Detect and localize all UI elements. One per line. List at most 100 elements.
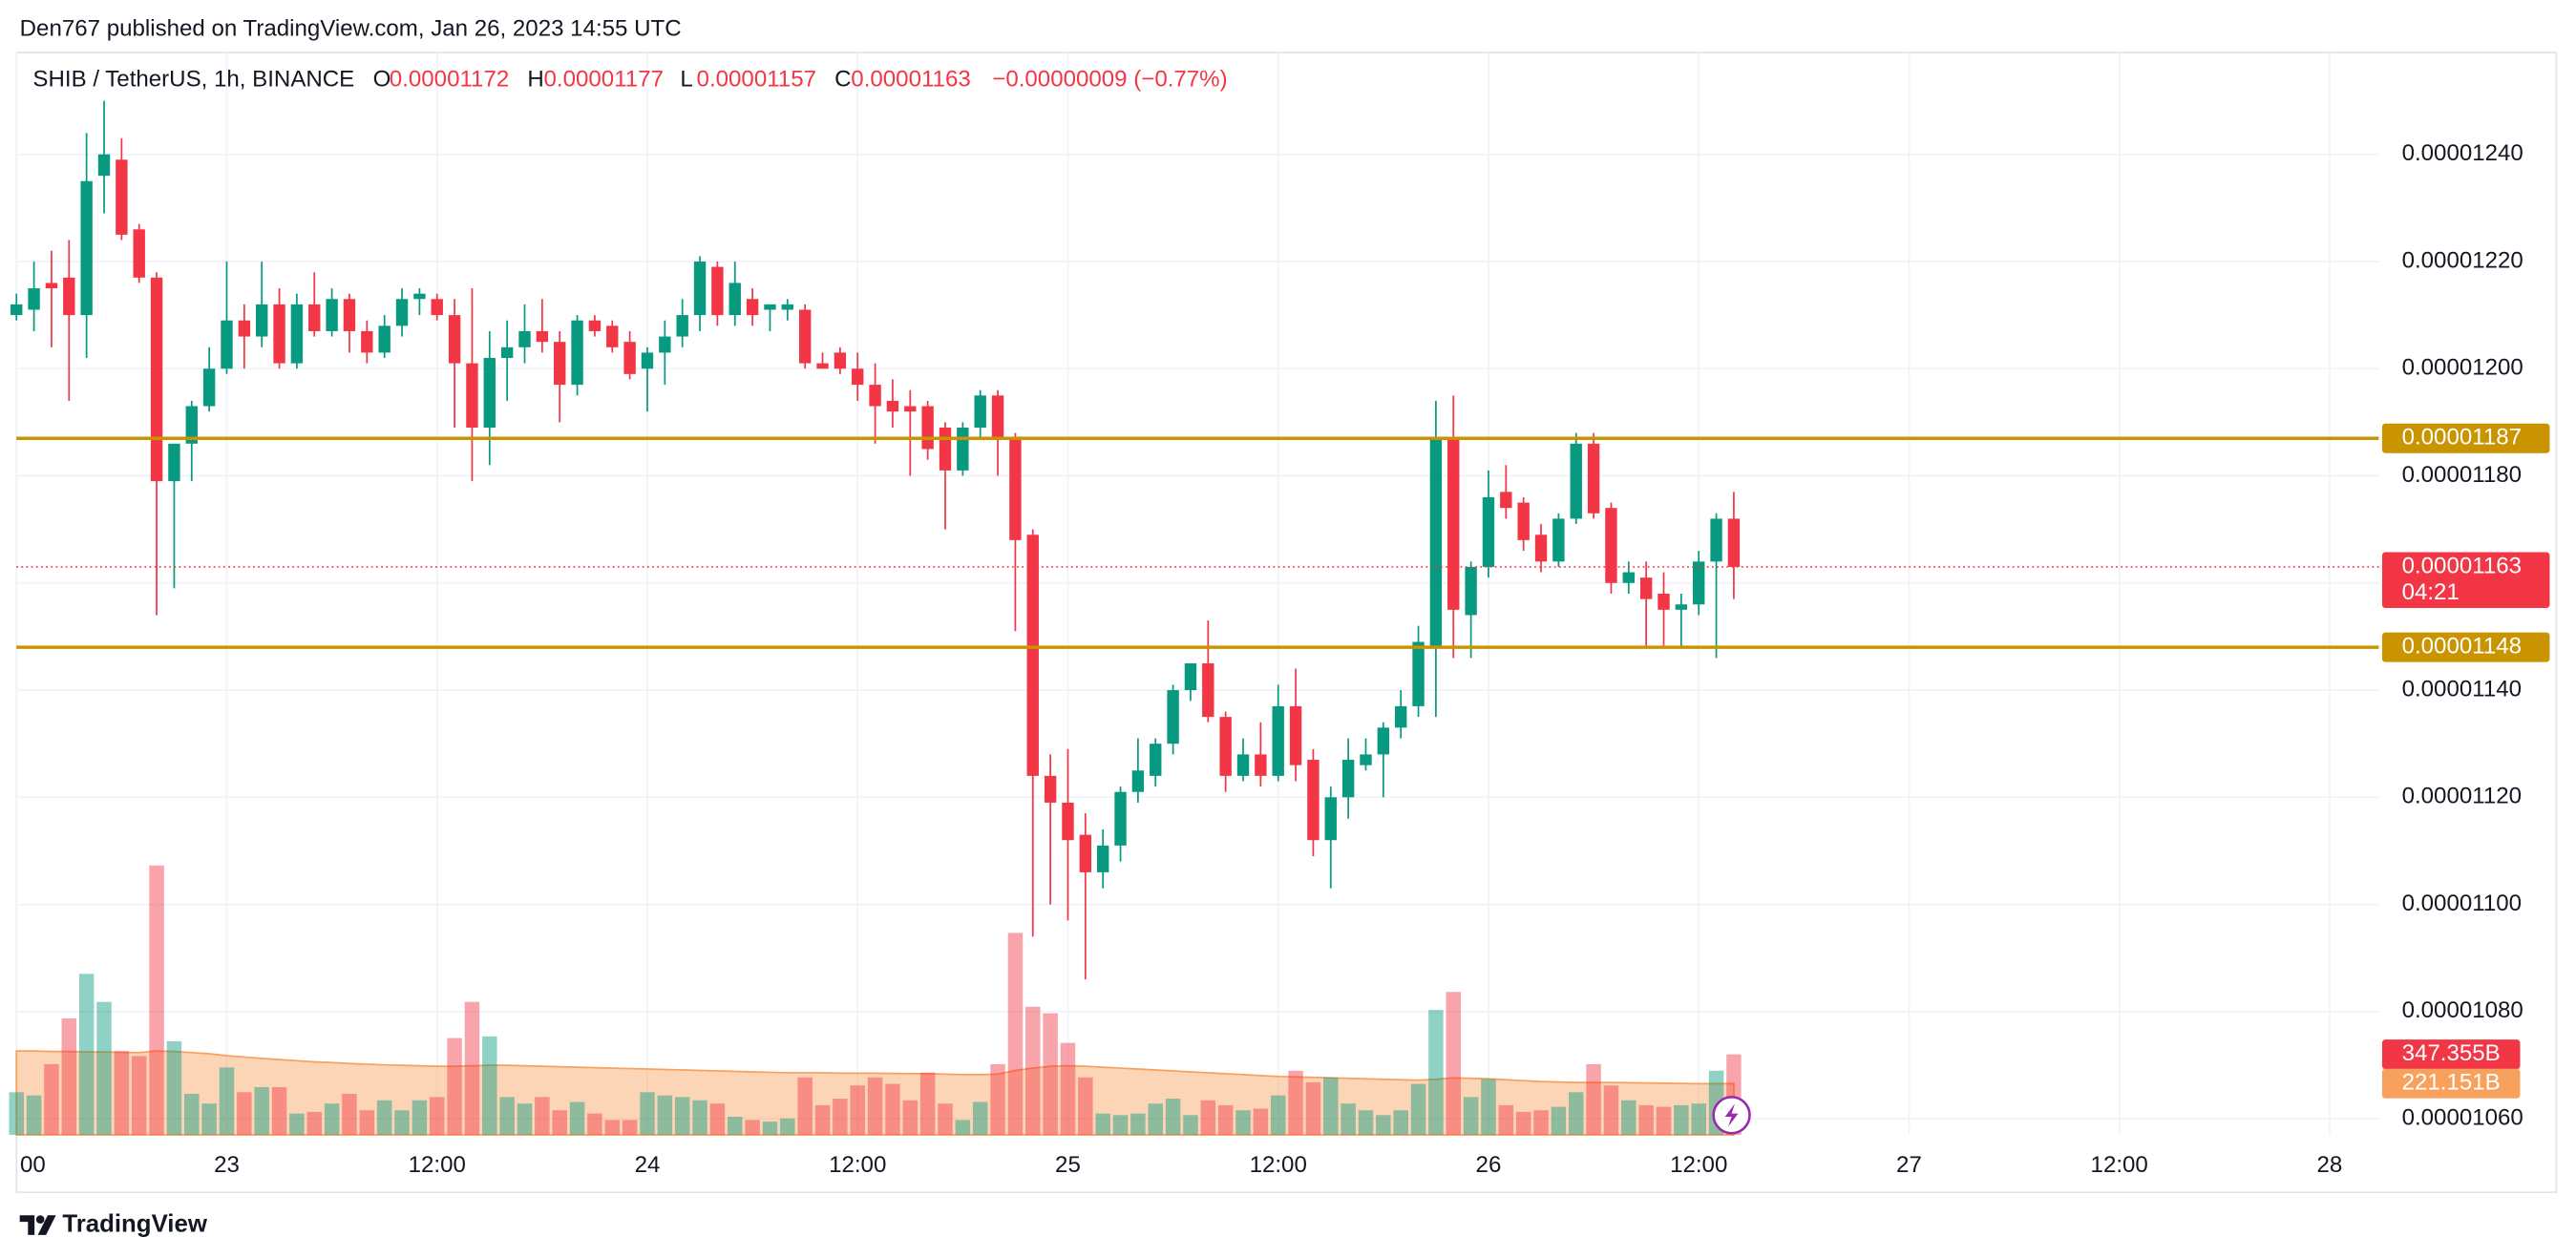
- candle-body: [1675, 604, 1688, 610]
- volume-bar: [412, 1100, 428, 1135]
- volume-bar: [587, 1113, 602, 1135]
- volume-bar: [1393, 1110, 1408, 1135]
- candle-body: [852, 368, 864, 386]
- candle-body: [957, 427, 969, 471]
- candle-body: [798, 309, 812, 364]
- volume-bar: [955, 1120, 971, 1135]
- volume-bar: [797, 1077, 813, 1135]
- candle-body: [466, 363, 478, 428]
- volume-bar: [1358, 1110, 1374, 1135]
- x-tick-label: 27: [1896, 1152, 1922, 1178]
- y-tick-label: 0.00001220: [2402, 247, 2523, 273]
- volume-bar: [1025, 1006, 1041, 1135]
- volume-bar: [728, 1117, 743, 1135]
- candle-body: [921, 406, 934, 450]
- volume-bar: [9, 1092, 24, 1135]
- candle-body: [1272, 705, 1284, 776]
- candle-body: [255, 304, 268, 337]
- volume-bar: [61, 1017, 77, 1135]
- volume-bar: [850, 1085, 865, 1135]
- volume-bar: [1078, 1077, 1093, 1135]
- volume-bar: [1007, 933, 1024, 1135]
- volume-bar: [1638, 1104, 1654, 1135]
- volume-bar: [237, 1092, 252, 1135]
- candle-body: [1219, 717, 1232, 776]
- candle-body: [1605, 508, 1617, 583]
- volume-bar: [1568, 1092, 1584, 1135]
- candle-body: [1377, 727, 1390, 755]
- candle-body: [1395, 705, 1407, 728]
- y-tick-label: 0.00001240: [2402, 140, 2523, 166]
- candle-body: [431, 299, 443, 316]
- candle-body: [1658, 594, 1670, 610]
- volume-bar: [1253, 1108, 1269, 1135]
- candle-body: [1307, 760, 1320, 841]
- candle-body: [781, 304, 794, 310]
- volume-tag: [2381, 1039, 2521, 1070]
- candle-body: [273, 304, 285, 364]
- volume-bar: [342, 1094, 357, 1135]
- volume-bar: [376, 1100, 392, 1135]
- candle-body: [97, 154, 111, 177]
- candle-body: [623, 342, 636, 374]
- volume-bar: [762, 1122, 778, 1135]
- volume-bar: [1235, 1110, 1251, 1135]
- volume-bar: [166, 1040, 182, 1135]
- volume-tag-label: 347.355B: [2402, 1040, 2501, 1066]
- volume-bar: [692, 1100, 707, 1135]
- candle-body: [395, 299, 409, 326]
- volume-ma-area: [15, 1050, 1735, 1136]
- candle-body: [413, 293, 426, 300]
- volume-bar: [640, 1092, 655, 1135]
- volume-bar: [1515, 1111, 1531, 1135]
- volume-bar: [271, 1086, 287, 1135]
- candle-body: [28, 288, 40, 310]
- volume-bar: [1341, 1103, 1356, 1135]
- x-tick-label: 23: [214, 1152, 240, 1178]
- volume-bar: [1428, 1010, 1444, 1135]
- volume-bar: [1463, 1097, 1479, 1135]
- legend-change: −0.00000009 (−0.77%): [992, 67, 1227, 93]
- candle-body: [116, 159, 128, 235]
- volume-bar: [447, 1038, 462, 1135]
- x-tick-label: 12:00: [1670, 1152, 1727, 1178]
- candle-body: [80, 180, 93, 316]
- candle-body: [1044, 775, 1057, 803]
- candle-body: [1465, 566, 1477, 616]
- candle-body: [1062, 802, 1074, 841]
- x-tick-label: 25: [1055, 1152, 1081, 1178]
- level-tag: [2381, 423, 2550, 453]
- volume-bar: [1095, 1113, 1110, 1135]
- candle-body: [904, 406, 917, 412]
- candle-body: [676, 315, 688, 337]
- candle-body: [1026, 535, 1039, 776]
- candle-body: [991, 395, 1004, 439]
- y-tick-label: 0.00001180: [2402, 462, 2522, 488]
- volume-bar: [1305, 1081, 1321, 1135]
- candle-body: [133, 229, 145, 278]
- volume-bar: [814, 1104, 831, 1135]
- candle-body: [63, 277, 75, 316]
- volume-bar: [552, 1110, 567, 1135]
- candle-body: [221, 320, 233, 369]
- candle-body: [1552, 518, 1565, 562]
- candle-body: [1500, 492, 1512, 509]
- candle-body: [150, 277, 163, 482]
- volume-bar: [745, 1120, 760, 1135]
- candle-body: [536, 330, 549, 343]
- candle-body: [869, 385, 881, 407]
- volume-bar: [1130, 1113, 1146, 1135]
- candle-body: [361, 330, 373, 353]
- brand: TradingView: [62, 1210, 207, 1237]
- level-tag: [2381, 632, 2550, 662]
- candle-body: [1587, 443, 1600, 514]
- candle-body: [45, 283, 58, 289]
- volume-bar: [1674, 1104, 1689, 1135]
- candle-body: [1517, 502, 1530, 540]
- overlays: 0.00001060 0.00001080 0.00001100 0.00001120…: [16, 140, 2550, 1178]
- candle-body: [11, 304, 23, 316]
- candle-body: [571, 320, 583, 386]
- volume-tag: [2381, 1068, 2521, 1099]
- y-tick-label: 0.00001120: [2402, 784, 2522, 809]
